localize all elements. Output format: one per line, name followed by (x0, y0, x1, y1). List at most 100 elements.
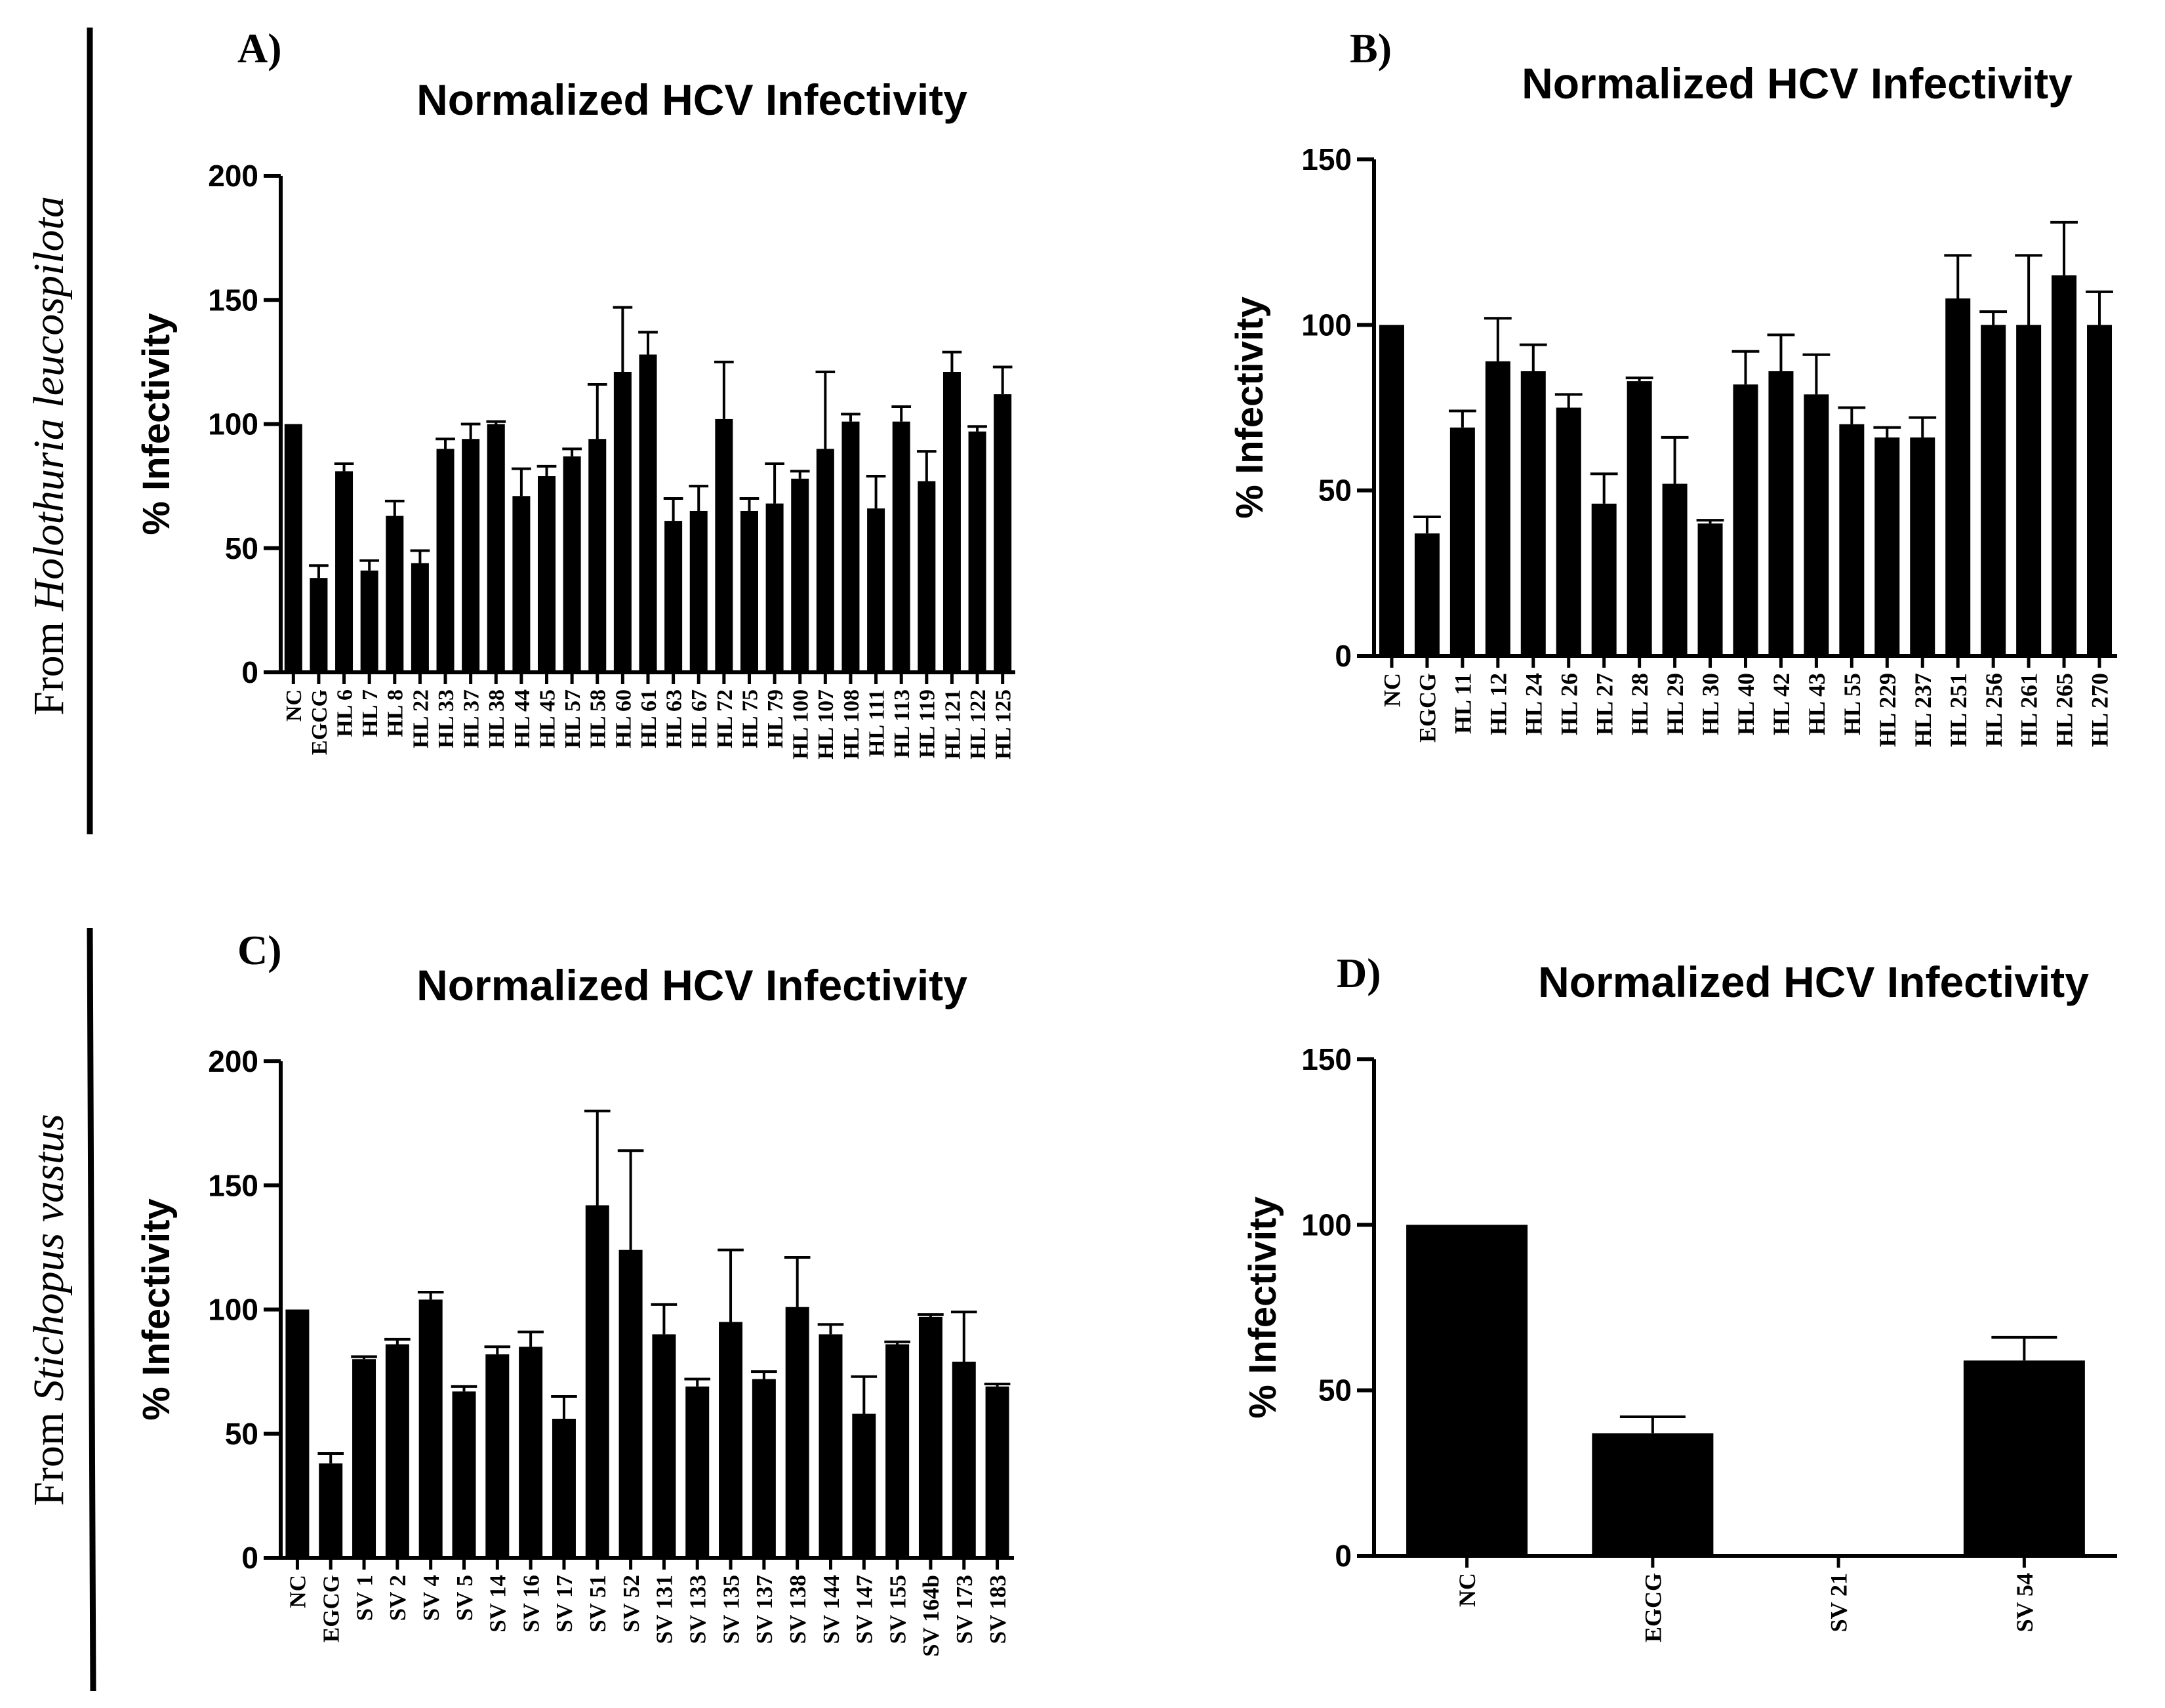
chart-panel-d: D) Normalized HCV Infectivity % Infectivit… (1242, 950, 2117, 1642)
bar-c-sv-183 (985, 1386, 1009, 1558)
bar-c-sv-173 (952, 1361, 976, 1558)
y-tick-label-c-3: 150 (208, 1168, 258, 1202)
bar-a-hl-22 (411, 563, 429, 672)
y-tick-label-c-1: 50 (225, 1417, 258, 1451)
x-tick-label-a-hl-111: HL 111 (864, 689, 889, 757)
x-tick-label-c-sv-52: SV 52 (618, 1575, 644, 1633)
y-tick-label-c-2: 100 (208, 1293, 258, 1327)
x-tick-label-c-sv-1: SV 1 (352, 1575, 377, 1621)
x-tick-label-b-hl-265: HL 265 (2052, 673, 2078, 747)
x-tick-label-a-hl-75: HL 75 (738, 689, 762, 748)
bar-c-sv-4 (418, 1299, 443, 1558)
bar-a-hl-38 (487, 424, 505, 672)
y-axis-label-a: % Infectivity (135, 313, 178, 535)
x-tick-label-b-hl-28: HL 28 (1627, 673, 1653, 735)
bar-c-sv-144 (819, 1334, 843, 1558)
bar-a-hl-37 (462, 439, 480, 672)
bar-b-hl-30 (1697, 523, 1723, 656)
bar-a-hl-57 (563, 456, 581, 672)
bar-c-sv-133 (685, 1386, 710, 1558)
x-tick-label-a-hl-122: HL 122 (966, 689, 990, 760)
bar-b-hl-40 (1733, 384, 1758, 656)
x-tick-label-d-nc: NC (1454, 1573, 1480, 1607)
bar-c-sv-14 (485, 1354, 510, 1558)
bar-b-hl-27 (1591, 503, 1617, 656)
x-tick-label-b-hl-27: HL 27 (1591, 673, 1617, 735)
bar-a-nc (284, 424, 302, 672)
bar-c-sv-16 (519, 1347, 543, 1558)
panel-label-a: A) (237, 25, 282, 71)
bar-a-hl-107 (816, 449, 834, 672)
bar-d-sv-54 (1963, 1360, 2085, 1556)
y-tick-label-b-2: 100 (1301, 308, 1352, 342)
y-tick-label-c-0: 0 (241, 1541, 258, 1575)
x-tick-label-b-hl-26: HL 26 (1556, 673, 1582, 735)
bar-a-hl-63 (664, 521, 683, 672)
side-divider-bottom (87, 927, 96, 1692)
bar-a-hl-60 (613, 372, 632, 672)
bar-b-hl-265 (2052, 275, 2077, 657)
bar-a-hl-111 (867, 508, 885, 672)
bar-a-hl-6 (335, 471, 354, 672)
x-tick-label-c-sv-183: SV 183 (985, 1575, 1011, 1644)
x-tick-label-b-hl-237: HL 237 (1910, 673, 1936, 747)
x-tick-label-a-hl-108: HL 108 (840, 689, 864, 760)
x-tick-label-b-egcg: EGCG (1415, 673, 1441, 742)
x-tick-label-a-hl-58: HL 58 (586, 689, 611, 748)
side-label-top-prefix: From (25, 611, 73, 716)
bar-a-hl-125 (994, 394, 1012, 672)
side-label-bottom: From Stichopus vastus (25, 1114, 73, 1506)
x-tick-label-a-hl-7: HL 7 (358, 689, 382, 737)
bar-c-sv-131 (652, 1334, 676, 1558)
bar-c-sv-155 (885, 1344, 910, 1558)
bar-b-nc (1379, 325, 1404, 656)
x-tick-label-c-sv-14: SV 14 (485, 1575, 511, 1633)
x-tick-label-c-sv-17: SV 17 (552, 1575, 577, 1633)
x-tick-label-a-hl-125: HL 125 (992, 689, 1016, 760)
x-tick-label-c-sv-155: SV 155 (885, 1575, 910, 1644)
bar-a-hl-122 (968, 431, 986, 672)
x-tick-label-c-sv-135: SV 135 (718, 1575, 744, 1644)
x-tick-label-c-sv-4: SV 4 (418, 1575, 444, 1621)
x-tick-label-c-sv-144: SV 144 (819, 1575, 844, 1644)
bar-c-sv-51 (585, 1205, 609, 1558)
bar-a-hl-33 (436, 449, 455, 672)
x-tick-label-a-hl-45: HL 45 (535, 689, 559, 748)
x-tick-label-b-hl-42: HL 42 (1768, 673, 1794, 735)
bar-b-hl-261 (2016, 325, 2042, 656)
x-tick-label-d-egcg: EGCG (1640, 1573, 1666, 1642)
y-tick-label-b-1: 50 (1318, 474, 1352, 508)
panel-label-d: D) (1337, 950, 1381, 996)
y-tick-label-d-2: 100 (1301, 1208, 1352, 1242)
x-tick-label-c-egcg: EGCG (318, 1575, 344, 1642)
bar-b-hl-24 (1520, 371, 1546, 656)
chart-title-b: Normalized HCV Infectivity (1522, 59, 2073, 108)
chart-panel-c: C) Normalized HCV Infectivity % Infectivit… (135, 927, 1014, 1657)
bar-b-hl-256 (1981, 325, 2006, 656)
bar-a-hl-119 (918, 481, 936, 672)
y-tick-label-b-0: 0 (1335, 639, 1352, 673)
y-tick-label-d-3: 150 (1301, 1042, 1352, 1076)
x-tick-label-a-hl-100: HL 100 (789, 689, 813, 760)
bar-b-egcg (1414, 533, 1440, 656)
side-label-top-species: Holothuria leucospilota (25, 196, 73, 611)
bar-b-hl-270 (2087, 325, 2113, 656)
y-axis-label-d: % Infectivity (1242, 1196, 1284, 1418)
bar-b-hl-43 (1804, 394, 1829, 656)
x-tick-label-a-hl-38: HL 38 (485, 689, 509, 748)
y-tick-label-a-1: 50 (225, 531, 258, 565)
chart-panel-a: A) Normalized HCV Infectivity % Infectivit… (135, 25, 1016, 760)
x-tick-label-c-nc: NC (285, 1575, 311, 1608)
x-tick-label-a-hl-60: HL 60 (611, 689, 636, 748)
bar-d-egcg (1592, 1433, 1714, 1556)
bar-d-nc (1406, 1225, 1528, 1556)
bar-c-sv-137 (752, 1379, 776, 1558)
bar-b-hl-12 (1485, 361, 1510, 656)
bar-c-sv-2 (385, 1344, 409, 1558)
bar-c-sv-17 (552, 1419, 576, 1558)
panel-label-b: B) (1350, 25, 1392, 71)
bar-b-hl-29 (1662, 483, 1688, 656)
y-tick-label-b-3: 150 (1301, 142, 1352, 176)
bar-c-sv-147 (852, 1413, 876, 1558)
x-tick-label-a-hl-61: HL 61 (637, 689, 661, 748)
